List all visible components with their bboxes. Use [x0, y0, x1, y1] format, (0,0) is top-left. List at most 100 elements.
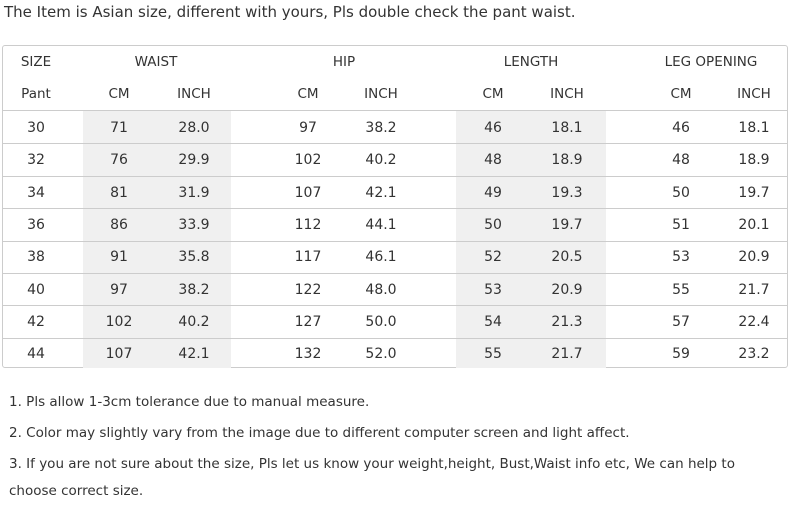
table-cell: 97	[299, 120, 317, 136]
column-header: CM	[670, 86, 692, 102]
row-line	[3, 338, 787, 339]
table-cell: 81	[110, 184, 128, 201]
column-header: CM	[482, 86, 504, 102]
size-table: SIZE WAIST HIP LENGTH LEG OPENING Pant CM INCH C…	[2, 45, 788, 368]
table-cell: 76	[110, 152, 128, 169]
table-cell: 46	[484, 120, 502, 136]
table-cell: 107	[294, 184, 322, 201]
table-cell: 46	[672, 120, 690, 136]
table-cell: 49	[484, 184, 502, 201]
table-cell: 107	[105, 346, 133, 363]
table-cell: 40	[27, 281, 45, 298]
table-cell: 57	[672, 313, 690, 330]
table-cell: 31.9	[178, 184, 210, 201]
table-cell: 50.0	[365, 313, 397, 330]
table-cell: 19.3	[551, 184, 583, 201]
table-cell: 102	[105, 313, 133, 330]
column-header: CM	[297, 86, 319, 102]
table-cell: 20.1	[738, 216, 770, 233]
table-cell: 55	[484, 346, 502, 363]
table-cell: 23.2	[738, 346, 770, 363]
table-cell: 28.0	[178, 120, 210, 136]
note: 2. Color may slightly vary from the imag…	[9, 425, 630, 441]
table-cell: 42	[27, 313, 45, 330]
row-line	[3, 305, 787, 306]
group-header: SIZE	[20, 54, 52, 70]
table-cell: 40.2	[365, 152, 397, 169]
table-cell: 52	[484, 249, 502, 266]
table-cell: 18.1	[738, 120, 770, 136]
row-line	[3, 273, 787, 274]
table-cell: 21.7	[551, 346, 583, 363]
row-line	[3, 110, 787, 111]
table-cell: 20.5	[551, 249, 583, 266]
table-cell: 34	[27, 184, 45, 201]
table-cell: 35.8	[178, 249, 210, 266]
table-cell: 97	[110, 281, 128, 298]
table-cell: 46.1	[365, 249, 397, 266]
table-cell: 19.7	[738, 184, 770, 201]
table-cell: 132	[294, 346, 322, 363]
table-cell: 20.9	[551, 281, 583, 298]
title: The Item is Asian size, different with y…	[4, 3, 576, 21]
table-cell: 91	[110, 249, 128, 266]
row-line	[3, 143, 787, 144]
table-cell: 40.2	[178, 313, 210, 330]
table-cell: 50	[484, 216, 502, 233]
table-cell: 53	[672, 249, 690, 266]
table-cell: 48	[484, 152, 502, 169]
shade	[83, 111, 231, 368]
table-cell: 54	[484, 313, 502, 330]
table-cell: 55	[672, 281, 690, 298]
table-cell: 19.7	[551, 216, 583, 233]
table-cell: 117	[294, 249, 322, 266]
table-cell: 22.4	[738, 313, 770, 330]
table-cell: 53	[484, 281, 502, 298]
table-cell: 102	[294, 152, 322, 169]
table-cell: 42.1	[178, 346, 210, 363]
table-cell: 21.7	[738, 281, 770, 298]
table-cell: 32	[27, 152, 45, 169]
table-cell: 21.3	[551, 313, 583, 330]
column-header: Pant	[21, 86, 51, 102]
table-cell: 59	[672, 346, 690, 363]
table-cell: 30	[27, 120, 45, 136]
table-cell: 18.9	[551, 152, 583, 169]
table-cell: 51	[672, 216, 690, 233]
column-header: INCH	[177, 86, 211, 102]
row-line	[3, 208, 787, 209]
table-cell: 38.2	[365, 120, 397, 136]
table-cell: 44.1	[365, 216, 397, 233]
note: 1. Pls allow 1-3cm tolerance due to manu…	[9, 394, 370, 410]
group-header: LENGTH	[503, 54, 559, 70]
table-cell: 52.0	[365, 346, 397, 363]
column-header: CM	[108, 86, 130, 102]
shade	[456, 111, 606, 368]
table-cell: 18.1	[551, 120, 583, 136]
group-header: HIP	[332, 54, 356, 70]
table-cell: 20.9	[738, 249, 770, 266]
table-cell: 122	[294, 281, 322, 298]
column-header: INCH	[364, 86, 398, 102]
group-header: LEG OPENING	[664, 54, 758, 70]
table-cell: 44	[27, 346, 45, 363]
column-header: INCH	[737, 86, 771, 102]
table-cell: 38.2	[178, 281, 210, 298]
table-cell: 127	[294, 313, 322, 330]
table-cell: 18.9	[738, 152, 770, 169]
row-line	[3, 176, 787, 177]
table-cell: 33.9	[178, 216, 210, 233]
table-cell: 48	[672, 152, 690, 169]
table-cell: 48.0	[365, 281, 397, 298]
table-cell: 86	[110, 216, 128, 233]
note: 3. If you are not sure about the size, P…	[9, 456, 735, 499]
table-cell: 38	[27, 249, 45, 266]
group-header: WAIST	[134, 54, 178, 70]
row-line	[3, 241, 787, 242]
table-cell: 42.1	[365, 184, 397, 201]
table-cell: 50	[672, 184, 690, 201]
table-cell: 36	[27, 216, 45, 233]
table-cell: 71	[110, 120, 128, 136]
column-header: INCH	[550, 86, 584, 102]
